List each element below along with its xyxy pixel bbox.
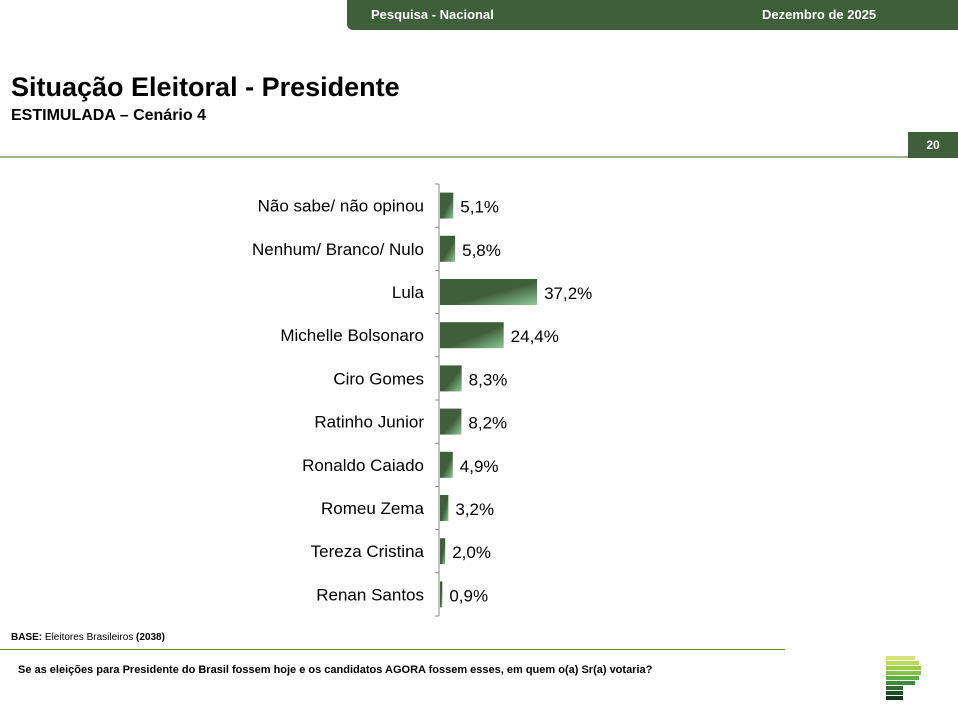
page-subtitle: ESTIMULADA – Cenário 4 (11, 107, 206, 124)
data-label: 24,4% (511, 327, 559, 346)
category-label: Tereza Cristina (311, 542, 425, 561)
divider (0, 156, 908, 158)
company-logo (886, 656, 921, 700)
data-label: 3,2% (455, 500, 494, 519)
bar (440, 451, 453, 478)
data-label: 5,1% (460, 198, 499, 217)
page-title: Situação Eleitoral - Presidente (11, 72, 400, 102)
category-label: Michelle Bolsonaro (280, 326, 424, 345)
category-label: Ronaldo Caiado (302, 456, 424, 475)
category-label: Renan Santos (316, 585, 424, 604)
category-label: Ratinho Junior (314, 413, 424, 432)
survey-question: Se as eleições para Presidente do Brasil… (18, 664, 653, 676)
bar (440, 408, 462, 435)
category-label: Não sabe/ não opinou (258, 197, 424, 216)
base-note: BASE: Eleitores Brasileiros (2038) (11, 632, 165, 643)
category-label: Lula (392, 283, 425, 302)
base-count: (2038) (136, 632, 165, 643)
data-label: 37,2% (544, 284, 592, 303)
footer-divider (0, 649, 785, 650)
data-label: 5,8% (462, 241, 501, 260)
bar (440, 192, 454, 219)
category-label: Ciro Gomes (333, 369, 424, 388)
bar-chart: Não sabe/ não opinou 5,1% Nenhum/ Branco/ … (252, 183, 592, 617)
data-label: 4,9% (460, 457, 499, 476)
data-label: 2,0% (452, 543, 491, 562)
bar (440, 365, 462, 392)
header-date: Dezembro de 2025 (762, 7, 877, 22)
base-label: BASE: (11, 632, 43, 643)
header-bar: Pesquisa - Nacional Dezembro de 2025 (347, 0, 958, 30)
category-label: Nenhum/ Branco/ Nulo (252, 240, 424, 259)
base-text: Eleitores Brasileiros (42, 632, 137, 643)
data-label: 8,2% (468, 414, 507, 433)
bar (440, 538, 446, 565)
bar (440, 495, 449, 521)
bar (440, 235, 456, 262)
page-number: 20 (908, 132, 958, 158)
bar (440, 322, 504, 349)
header-survey: Pesquisa - Nacional (371, 7, 494, 22)
data-label: 0,9% (449, 586, 488, 605)
bar (440, 581, 443, 608)
bar (440, 279, 538, 305)
category-label: Romeu Zema (321, 499, 425, 518)
data-label: 8,3% (469, 370, 508, 389)
